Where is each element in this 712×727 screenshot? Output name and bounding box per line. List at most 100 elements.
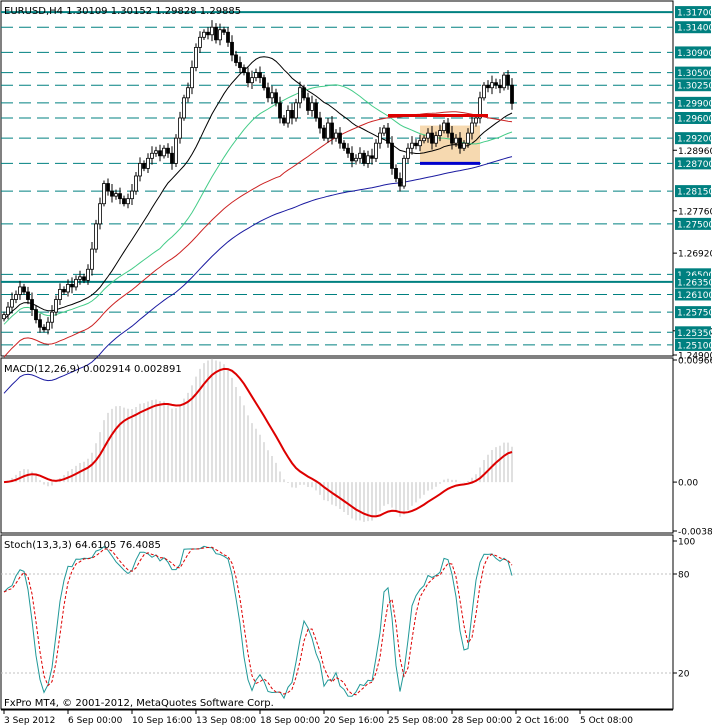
copyright-text: FxPro MT4, © 2001-2012, MetaQuotes Softw… (4, 698, 274, 709)
candle-down (166, 147, 170, 154)
candle-down (330, 122, 334, 139)
candle-down (158, 150, 162, 157)
candle-up (406, 147, 410, 159)
candle-down (206, 31, 210, 36)
price-label-box (675, 338, 711, 351)
candle-up (90, 248, 94, 270)
candle-up (426, 132, 430, 139)
price-axis: 1.31700 1.31400 1.30900 1.30500 1.30250 1.299… (673, 6, 712, 362)
candle-up (154, 150, 158, 154)
stoch-lines (3, 545, 513, 700)
candle-down (42, 326, 46, 331)
macd-tick-label: 0.00966 (678, 357, 712, 367)
price-label: 1.27500 (677, 220, 712, 230)
price-label-box (675, 6, 711, 19)
stoch-tick-label: 100 (678, 538, 695, 548)
candle-up (382, 127, 386, 134)
candle-up (162, 147, 166, 157)
candle-down (170, 152, 174, 164)
price-label: 1.30500 (677, 69, 712, 79)
candle-down (290, 110, 294, 119)
price-label: 1.28700 (677, 160, 712, 170)
candle-up (462, 142, 466, 149)
price-label: 1.24900 (678, 352, 712, 362)
price-label: 1.28960 (678, 147, 712, 157)
time-axis: 3 Sep 2012 6 Sep 00:00 10 Sep 16:00 13 Sep … (1, 709, 673, 726)
candle-down (118, 193, 122, 200)
price-label-box (675, 157, 711, 170)
stoch-title: Stoch(13,3,3) 64.6105 76.4085 (4, 540, 161, 551)
candle-down (322, 127, 326, 139)
macd-axis: 0.00966 0.00 -0.00387 (673, 357, 712, 538)
price-label: 1.26100 (677, 291, 712, 301)
time-label: 10 Sep 16:00 (132, 716, 192, 726)
price-label-box (675, 275, 711, 288)
candle-up (178, 117, 182, 139)
time-label: 18 Sep 00:00 (260, 716, 320, 726)
time-label: 6 Sep 00:00 (68, 716, 123, 726)
stoch-tick-label: 20 (678, 670, 690, 680)
macd-signal (3, 367, 513, 518)
drawn-horizontal-lines (388, 113, 488, 165)
candle-up (358, 152, 362, 159)
time-label: 5 Oct 08:00 (580, 716, 633, 726)
price-label: 1.29900 (677, 99, 712, 109)
candle-down (26, 291, 30, 300)
candle-up (254, 72, 258, 79)
candle-up (202, 31, 206, 38)
candle-down (450, 132, 454, 144)
candle-down (510, 84, 514, 104)
price-pane[interactable]: EURUSD,H4 1.30109 1.30152 1.29828 1.2988… (0, 0, 674, 394)
candle-up (410, 142, 414, 149)
stoch-pane[interactable]: Stoch(13,3,3) 64.6105 76.4085 100 80 20 Fx… (0, 534, 695, 710)
candle-down (302, 87, 306, 99)
macd-tick-label: -0.00387 (678, 528, 712, 538)
candle-down (122, 198, 126, 205)
price-label: 1.26500 (677, 271, 712, 281)
candle-up (286, 110, 290, 124)
price-label: 1.30250 (677, 82, 712, 92)
price-label: 1.31400 (677, 24, 712, 34)
candle-down (106, 183, 110, 192)
candle-down (306, 97, 310, 111)
price-label: 1.29600 (677, 114, 712, 124)
candle-down (274, 92, 278, 104)
candle-up (150, 152, 154, 159)
candle-up (438, 130, 442, 137)
candle-up (198, 36, 202, 48)
stoch-signal-line (3, 546, 513, 696)
candle-up (138, 162, 142, 177)
candle-up (470, 122, 474, 134)
candle-down (142, 162, 146, 169)
price-label: 1.31700 (677, 9, 712, 19)
candle-up (474, 117, 478, 124)
price-label-box (675, 132, 711, 145)
candle-down (398, 178, 402, 187)
candle-down (282, 117, 286, 124)
candle-up (54, 299, 58, 313)
candle-down (278, 102, 282, 119)
candle-up (46, 321, 50, 331)
candle-up (422, 137, 426, 142)
price-label-box (675, 46, 711, 59)
candle-up (466, 132, 470, 144)
candle-down (318, 117, 322, 129)
candle-up (442, 122, 446, 131)
candle-up (190, 67, 194, 89)
candle-up (186, 87, 190, 99)
candle-up (10, 299, 14, 308)
candle-up (482, 84, 486, 99)
candle-down (446, 122, 450, 134)
candle-up (250, 77, 254, 84)
candle-down (346, 147, 350, 154)
macd-pane[interactable]: MACD(12,26,9) 0.002914 0.002891 0.009660… (0, 357, 712, 538)
candle-up (74, 278, 78, 288)
candle-down (238, 62, 242, 68)
candle-up (354, 157, 358, 162)
candle-up (126, 198, 130, 205)
macd-title: MACD(12,26,9) 0.002914 0.002891 (4, 364, 182, 375)
candle-down (314, 102, 318, 119)
candle-up (366, 155, 370, 164)
candle-up (174, 137, 178, 164)
